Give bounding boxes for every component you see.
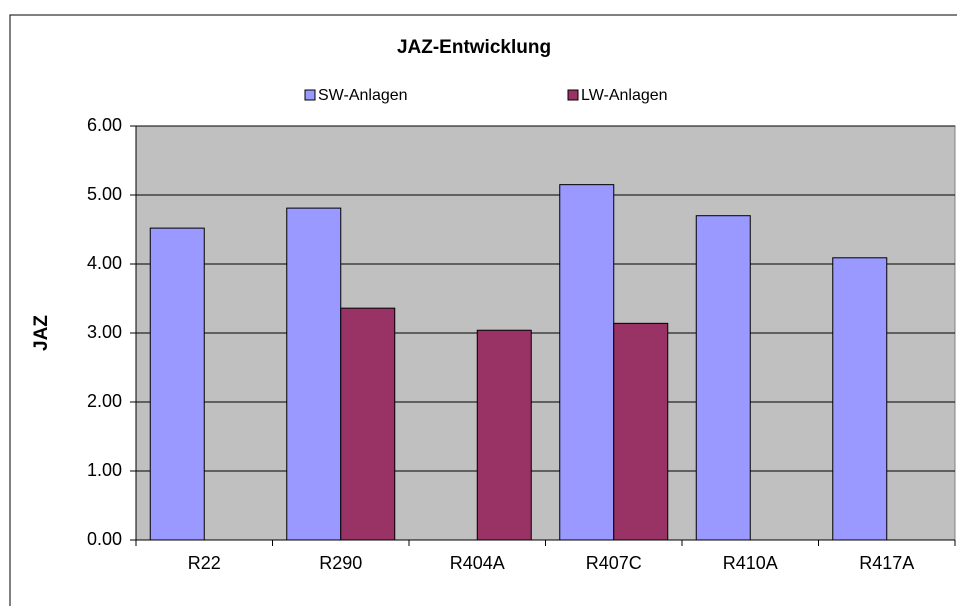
x-tick-label: R407C — [586, 553, 642, 573]
bar — [559, 184, 615, 541]
x-tick-label: R417A — [859, 553, 914, 573]
y-tick-label: 4.00 — [87, 253, 122, 273]
x-tick-label: R410A — [723, 553, 778, 573]
legend-swatch — [304, 89, 316, 101]
bar — [832, 257, 888, 541]
bar — [286, 207, 342, 541]
y-tick-label: 1.00 — [87, 460, 122, 480]
x-tick-label: R22 — [188, 553, 221, 573]
x-tick-label: R290 — [319, 553, 362, 573]
y-tick-label: 6.00 — [87, 115, 122, 135]
y-tick-label: 2.00 — [87, 391, 122, 411]
bar — [340, 307, 396, 541]
bar — [476, 329, 532, 541]
legend-swatch — [567, 89, 579, 101]
x-tick-label: R404A — [450, 553, 505, 573]
y-tick-label: 3.00 — [87, 322, 122, 342]
chart-title: JAZ-Entwicklung — [397, 37, 551, 58]
y-axis-title: JAZ — [31, 315, 52, 351]
legend-label: LW-Anlagen — [581, 87, 668, 104]
legend-label: SW-Anlagen — [318, 87, 408, 104]
bar — [613, 322, 669, 541]
bar — [149, 227, 205, 541]
bar — [695, 215, 751, 541]
y-tick-label: 5.00 — [87, 184, 122, 204]
y-tick-label: 0.00 — [87, 529, 122, 549]
